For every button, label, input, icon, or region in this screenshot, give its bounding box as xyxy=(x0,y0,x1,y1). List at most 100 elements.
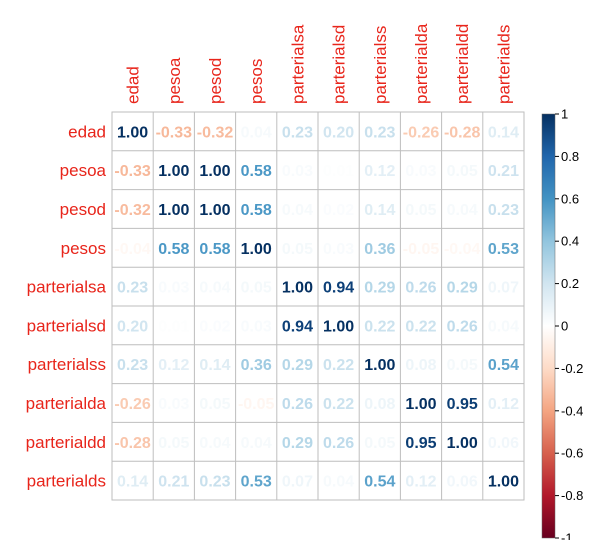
correlation-value: 1.00 xyxy=(199,163,230,180)
correlation-value: 0.53 xyxy=(241,474,272,491)
colorbar-tick-label: 1 xyxy=(561,107,568,122)
colorbar-tick-label: 0.8 xyxy=(561,149,579,164)
column-label: pesoa xyxy=(165,57,184,104)
colorbar-gradient xyxy=(541,113,556,539)
correlation-value: -0.04 xyxy=(444,241,481,258)
correlation-value: 0.03 xyxy=(282,163,313,180)
correlation-value: 0.03 xyxy=(241,318,272,335)
correlation-value: 0.05 xyxy=(447,357,478,374)
correlation-value: 0.04 xyxy=(323,474,354,491)
correlation-value: -0.32 xyxy=(197,124,234,141)
correlation-value: 0.58 xyxy=(199,241,230,258)
colorbar-tick-label: 0.6 xyxy=(561,191,579,206)
correlation-value: 0.05 xyxy=(364,435,395,452)
correlation-value: 0.12 xyxy=(364,163,395,180)
correlation-value: 1.00 xyxy=(199,202,230,219)
correlation-value: 0.20 xyxy=(323,124,354,141)
correlation-value: 0.54 xyxy=(364,474,395,491)
correlation-value: 0.36 xyxy=(364,241,395,258)
correlation-value: 0.12 xyxy=(405,474,436,491)
correlation-value: 0.07 xyxy=(488,280,519,297)
colorbar-tick-label: -0.8 xyxy=(561,488,583,503)
row-label: edad xyxy=(68,122,106,141)
correlation-value: 0.05 xyxy=(405,202,436,219)
correlation-value: 1.00 xyxy=(447,435,478,452)
correlation-value: 0.23 xyxy=(364,124,395,141)
correlation-value: 0.05 xyxy=(447,163,478,180)
column-label: parterialda xyxy=(412,23,431,104)
row-label: parterialsd xyxy=(27,316,106,335)
correlation-value: 0.58 xyxy=(158,241,189,258)
correlation-value: 1.00 xyxy=(282,280,313,297)
column-label: edad xyxy=(124,66,143,104)
correlation-value: 1.00 xyxy=(117,124,148,141)
correlation-value: 0.20 xyxy=(117,318,148,335)
correlation-value: 0.95 xyxy=(447,396,478,413)
row-label: parterialds xyxy=(27,472,106,491)
colorbar-tick-label: 0.4 xyxy=(561,234,579,249)
correlation-value: 0.23 xyxy=(199,474,230,491)
correlation-value: 0.95 xyxy=(405,435,436,452)
correlation-value: 0.12 xyxy=(488,396,519,413)
correlation-value: 0.05 xyxy=(158,435,189,452)
correlation-value: 1.00 xyxy=(158,163,189,180)
correlation-value: 0.04 xyxy=(241,124,272,141)
correlation-value: -0.28 xyxy=(444,124,481,141)
correlation-value: 0.04 xyxy=(199,435,230,452)
correlation-value: -0.26 xyxy=(403,124,440,141)
row-label: pesod xyxy=(60,200,106,219)
column-label: pesos xyxy=(247,59,266,104)
colorbar-tick-label: -1 xyxy=(561,531,573,540)
correlation-value: 0.07 xyxy=(282,474,313,491)
column-label: parterialss xyxy=(371,26,390,104)
correlation-value: 0.22 xyxy=(405,318,436,335)
correlation-grid xyxy=(111,111,525,501)
correlation-value: 0.26 xyxy=(405,280,436,297)
correlation-value: 0.53 xyxy=(488,241,519,258)
correlation-value: 0.03 xyxy=(158,396,189,413)
correlation-value: -0.05 xyxy=(238,396,275,413)
correlation-value: 0.29 xyxy=(364,280,395,297)
column-labels: edad pesoa pesod pesos parterialsa parterials… xyxy=(124,23,514,104)
correlation-value: 1.00 xyxy=(323,318,354,335)
correlation-value: -0.26 xyxy=(114,396,151,413)
correlation-value: 0.08 xyxy=(364,396,395,413)
column-label: pesod xyxy=(206,58,225,104)
correlation-value: 1.00 xyxy=(364,357,395,374)
correlation-value: 0.58 xyxy=(241,202,272,219)
correlation-value: 0.01 xyxy=(158,318,189,335)
correlation-value: 0.03 xyxy=(405,163,436,180)
correlation-value: 0.02 xyxy=(323,202,354,219)
correlation-value: 0.29 xyxy=(447,280,478,297)
correlation-value: 0.03 xyxy=(323,241,354,258)
correlation-value: 0.04 xyxy=(447,202,478,219)
correlation-value: 0.26 xyxy=(447,318,478,335)
column-label: parterialsa xyxy=(288,24,307,104)
correlation-value: 0.26 xyxy=(323,435,354,452)
colorbar-legend: 1 0.8 0.6 0.4 0.2 0 -0.2 -0.4 -0.6 -0.8 -1 xyxy=(541,107,583,540)
row-label: parterialda xyxy=(26,394,107,413)
correlation-value: 0.14 xyxy=(117,474,148,491)
correlation-value: 0.14 xyxy=(364,202,395,219)
column-label: parterialsd xyxy=(330,25,349,104)
colorbar-tick-label: -0.4 xyxy=(561,403,583,418)
row-label: parterialsa xyxy=(27,278,107,297)
correlation-value: 0.54 xyxy=(488,357,519,374)
column-label: parterialdd xyxy=(453,24,472,104)
colorbar-tick-label: -0.2 xyxy=(561,361,583,376)
correlation-value: 0.21 xyxy=(488,163,519,180)
row-label: pesoa xyxy=(60,161,107,180)
correlation-value: 0.04 xyxy=(282,202,313,219)
correlation-value: 0.06 xyxy=(447,474,478,491)
correlation-value: 1.00 xyxy=(488,474,519,491)
correlation-value: 0.94 xyxy=(323,280,354,297)
row-label: pesos xyxy=(61,239,106,258)
correlation-value: 0.22 xyxy=(364,318,395,335)
row-label: parterialss xyxy=(28,355,106,374)
correlation-value: 0.29 xyxy=(282,435,313,452)
correlation-value: 0.36 xyxy=(241,357,272,374)
correlation-value: 0.04 xyxy=(241,435,272,452)
correlation-value: 1.00 xyxy=(241,241,272,258)
correlation-value: 0.02 xyxy=(199,318,230,335)
correlation-value: 0.23 xyxy=(488,202,519,219)
